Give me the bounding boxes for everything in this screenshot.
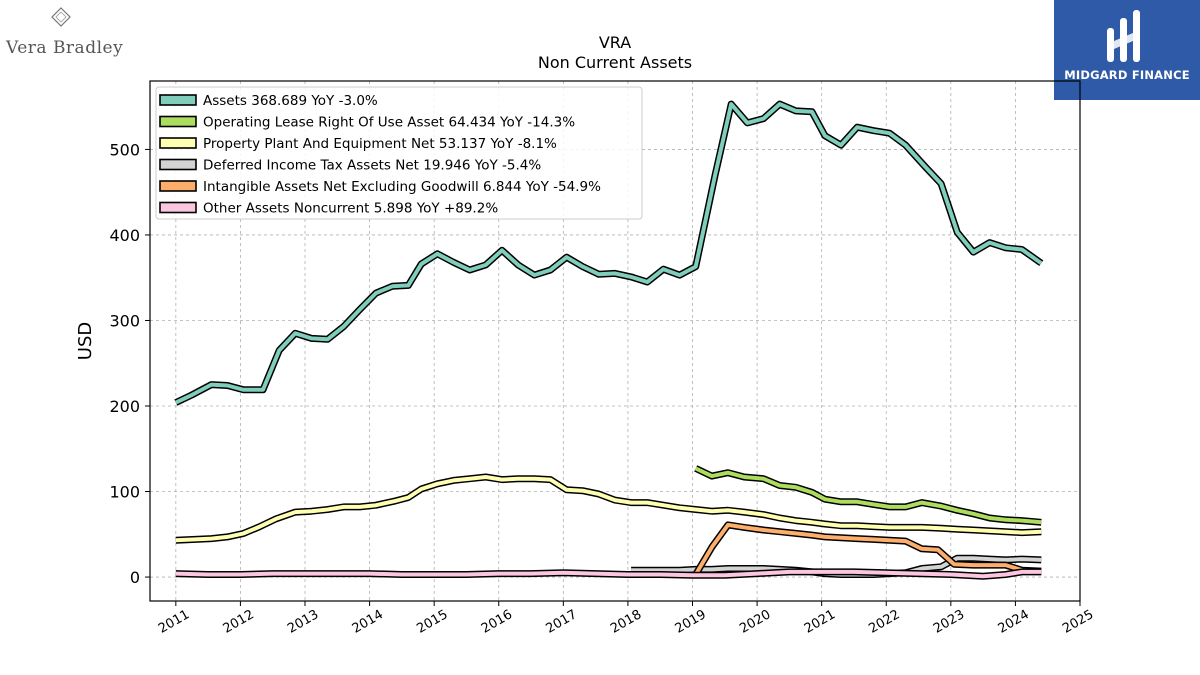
x-tick-label: 2020 <box>737 607 773 637</box>
x-tick-label: 2018 <box>608 607 644 637</box>
x-tick-label: 2015 <box>414 607 450 637</box>
vera-bradley-wordmark: Vera Bradley <box>6 38 124 58</box>
y-tick-label: 300 <box>109 311 140 330</box>
series-5 <box>175 568 1042 580</box>
midgard-finance-logo: MIDGARD FINANCE <box>1054 0 1200 100</box>
chart-subtitle: Non Current Assets <box>538 53 692 72</box>
plot-area-frame <box>149 80 1081 602</box>
legend-swatch <box>159 158 197 171</box>
legend-label: Assets 368.689 YoY -3.0% <box>203 93 378 109</box>
y-tick-label: 0 <box>130 568 140 587</box>
x-tick-label: 2016 <box>479 607 515 637</box>
series-4 <box>692 521 1042 577</box>
legend-label: Operating Lease Right Of Use Asset 64.43… <box>203 115 575 131</box>
series-line <box>693 522 1042 576</box>
y-tick-label: 400 <box>109 226 140 245</box>
legend-swatch <box>159 115 197 128</box>
legend-box <box>155 86 643 220</box>
y-tick-label: 500 <box>109 140 140 159</box>
legend-swatch <box>159 201 197 214</box>
series-2 <box>175 473 1042 544</box>
x-tick-label: 2021 <box>802 607 838 637</box>
y-tick-label: 200 <box>109 397 140 416</box>
series-1 <box>694 465 1042 526</box>
series-line <box>694 466 1042 525</box>
legend-label: Property Plant And Equipment Net 53.137 … <box>203 136 557 152</box>
legend-label: Intangible Assets Net Excluding Goodwill… <box>203 179 601 195</box>
x-tick-label: 2019 <box>673 607 709 637</box>
series-line <box>175 475 1042 543</box>
x-tick-label: 2022 <box>866 607 902 637</box>
x-tick-label: 2025 <box>1060 607 1096 637</box>
midgard-finance-wordmark: MIDGARD FINANCE <box>1064 68 1190 82</box>
y-tick-label: 100 <box>109 483 140 502</box>
diamond-logo-icon <box>51 7 71 27</box>
legend-label: Deferred Income Tax Assets Net 19.946 Yo… <box>203 158 541 174</box>
series-lines <box>174 100 1044 580</box>
legend: Assets 368.689 YoY -3.0% Operating Lease … <box>155 86 643 220</box>
legend-label: Other Assets Noncurrent 5.898 YoY +89.2% <box>203 201 498 217</box>
vera-bradley-logo: Vera Bradley <box>6 6 126 66</box>
series-line <box>174 102 1043 405</box>
x-tick-label: 2014 <box>350 607 386 637</box>
x-tick-label: 2017 <box>544 607 580 637</box>
y-axis-label: USD <box>75 322 96 360</box>
x-tick-label: 2024 <box>996 607 1032 637</box>
x-tick-label: 2011 <box>156 607 192 637</box>
legend-swatch <box>159 94 197 106</box>
x-tick-label: 2012 <box>221 607 257 637</box>
series-line <box>175 569 1042 579</box>
chart-title: VRA <box>599 33 631 52</box>
series-0 <box>174 100 1044 406</box>
x-tick-label: 2023 <box>931 607 967 637</box>
midgard-mark-icon <box>1107 10 1140 62</box>
x-tick-label: 2013 <box>285 607 321 637</box>
legend-swatch <box>159 180 197 192</box>
legend-swatch <box>159 137 197 149</box>
